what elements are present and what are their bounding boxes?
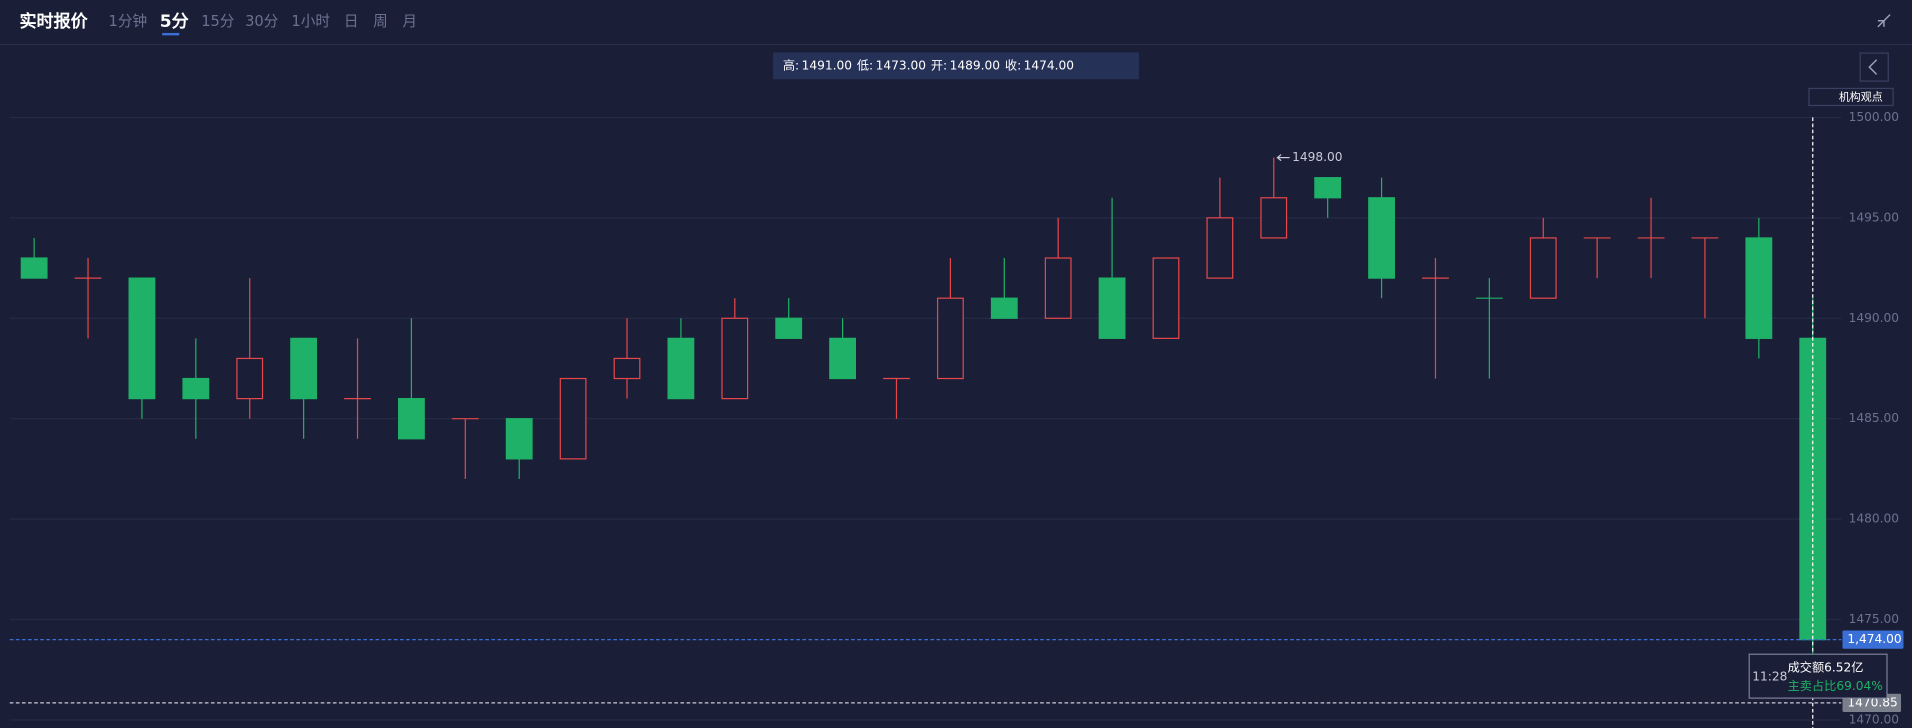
candle-body	[1368, 197, 1395, 279]
y-tick-label: 1470.00	[1849, 712, 1899, 726]
candle-body	[1206, 217, 1234, 279]
tab[interactable]: 30分	[245, 13, 279, 30]
collapse-icon[interactable]	[1877, 14, 1891, 28]
candle-body	[1098, 277, 1126, 339]
candle-body	[182, 377, 210, 400]
tab[interactable]: 月	[402, 13, 417, 30]
info-value: 1489.00	[950, 58, 1000, 72]
candles	[20, 157, 1827, 660]
candle-body	[398, 397, 425, 440]
cursor-price-label: 1470.85	[1847, 695, 1897, 709]
candle-body	[613, 357, 641, 380]
tooltip-box	[1748, 653, 1888, 699]
tab[interactable]: 15分	[201, 13, 235, 30]
y-tick-label: 1495.00	[1849, 210, 1899, 224]
info-label: 开:	[931, 58, 947, 72]
candle-body	[1152, 257, 1180, 339]
tooltip-ratio: 主卖占比69.04%	[1788, 678, 1883, 693]
candle-body	[721, 317, 749, 400]
back-button[interactable]	[1859, 52, 1889, 82]
candle-body	[1529, 237, 1557, 299]
tooltip-amount: 成交额6.52亿	[1788, 660, 1864, 675]
candle-body	[20, 257, 48, 279]
info-value: 1474.00	[1024, 58, 1074, 72]
info-label: 低:	[857, 58, 873, 72]
candle-body	[667, 337, 695, 400]
y-tick-label: 1475.00	[1849, 612, 1899, 626]
tab[interactable]: 1分钟	[109, 13, 148, 30]
max-label: 1498.00	[1292, 150, 1342, 164]
y-tick-label: 1500.00	[1849, 110, 1899, 124]
y-tick-label: 1480.00	[1849, 512, 1899, 526]
info-bar	[773, 52, 1139, 80]
candle-body	[1745, 237, 1773, 339]
tab[interactable]: 日	[344, 13, 359, 30]
candle-body	[128, 277, 156, 400]
candle-body	[236, 357, 264, 400]
tab-underline	[162, 32, 180, 36]
info-label: 收:	[1005, 58, 1021, 72]
tab[interactable]: 周	[373, 13, 388, 30]
candle-body	[829, 337, 857, 380]
tab[interactable]: 1小时	[291, 13, 330, 30]
info-value: 1491.00	[802, 58, 852, 72]
last-price-label: 1,474.00	[1847, 632, 1901, 646]
candle-body	[1314, 177, 1342, 199]
candle-body	[1260, 197, 1288, 239]
opinion-button[interactable]: 机构观点	[1839, 90, 1883, 104]
candle-body	[990, 297, 1018, 319]
candle-body	[559, 377, 587, 460]
opinion-button-box[interactable]	[1808, 87, 1894, 107]
info-label: 高:	[783, 57, 799, 72]
y-tick-label: 1490.00	[1849, 311, 1899, 325]
candle-body	[936, 297, 964, 380]
last-price-box	[1842, 630, 1904, 649]
y-tick-label: 1485.00	[1849, 411, 1899, 425]
candle-body	[775, 317, 803, 339]
candle-body	[505, 418, 533, 460]
max-arrow-head	[1276, 154, 1282, 162]
header-title: 实时报价	[20, 11, 89, 32]
tab[interactable]: 5分	[160, 12, 189, 32]
tooltip-time: 11:28	[1752, 669, 1787, 683]
info-value: 1473.00	[876, 58, 926, 72]
candle-body	[1044, 257, 1072, 319]
candle-body	[290, 337, 318, 400]
